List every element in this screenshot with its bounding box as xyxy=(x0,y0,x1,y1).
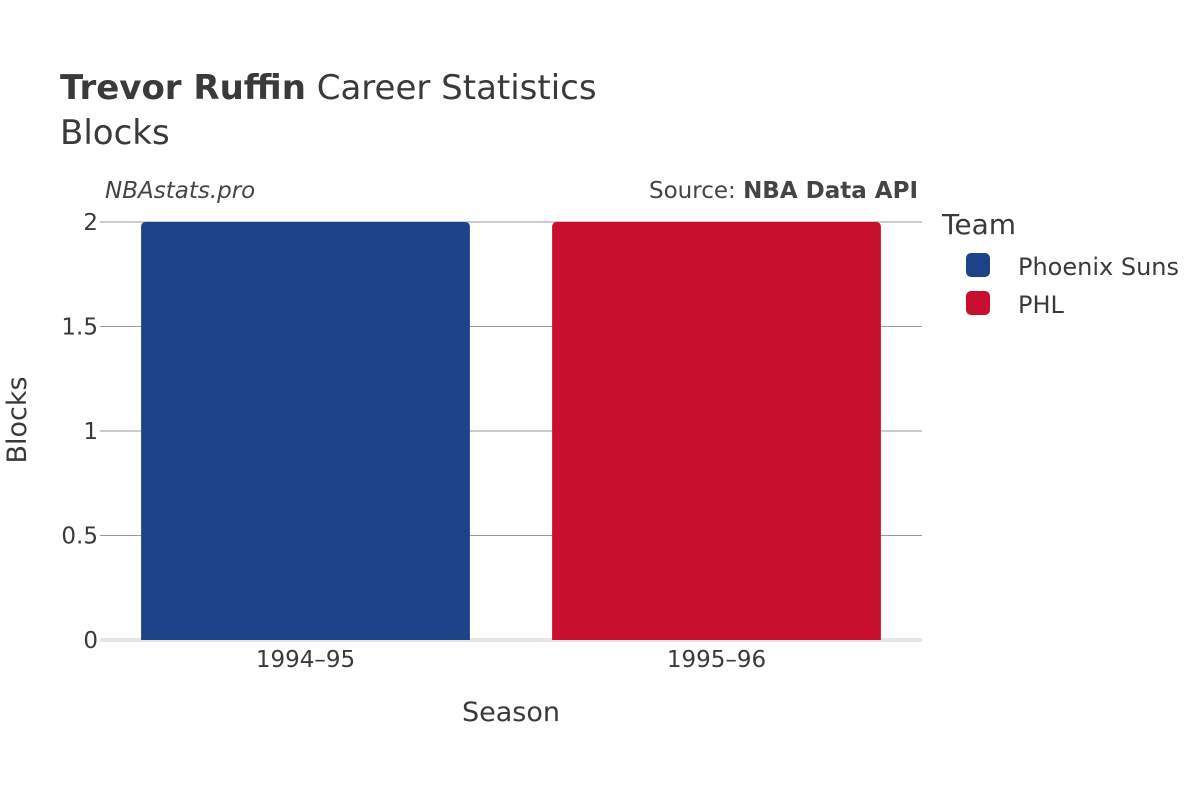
y-tick-label: 0 xyxy=(83,628,98,654)
y-tick-label: 1 xyxy=(83,419,98,445)
watermark: NBAstats.pro xyxy=(105,178,256,204)
source-note: Source: NBA Data API xyxy=(649,178,918,204)
bar[interactable] xyxy=(141,222,470,640)
x-tick-label: 1994–95 xyxy=(256,647,355,673)
source-name: NBA Data API xyxy=(743,178,918,204)
chart-subtitle: Blocks xyxy=(60,113,170,153)
legend-swatch xyxy=(966,291,990,315)
y-axis-label: Blocks xyxy=(2,376,33,463)
x-axis-label: Season xyxy=(462,697,560,728)
y-tick-label: 2 xyxy=(83,210,98,236)
legend-swatch xyxy=(966,253,990,277)
legend-label: PHL xyxy=(1018,291,1064,319)
legend-item-phl[interactable]: PHL xyxy=(966,291,1064,319)
legend-title: Team xyxy=(942,208,1017,241)
legend-item-phoenix-suns[interactable]: Phoenix Suns xyxy=(966,253,1179,281)
chart-title: Trevor Ruffin Career Statistics xyxy=(60,68,597,108)
chart-title-rest: Career Statistics xyxy=(305,68,597,108)
y-tick-label: 1.5 xyxy=(61,315,98,341)
source-prefix: Source: xyxy=(649,178,744,204)
legend-label: Phoenix Suns xyxy=(1018,253,1180,281)
bar[interactable] xyxy=(552,222,881,640)
y-tick-label: 0.5 xyxy=(61,524,98,550)
x-tick-label: 1995–96 xyxy=(667,647,766,673)
chart-title-player: Trevor Ruffin xyxy=(60,68,306,108)
bars xyxy=(141,222,881,640)
x-axis-ticks: 1994–95 1995–96 xyxy=(256,647,766,673)
y-axis-ticks: 0 0.5 1 1.5 2 xyxy=(61,210,98,654)
